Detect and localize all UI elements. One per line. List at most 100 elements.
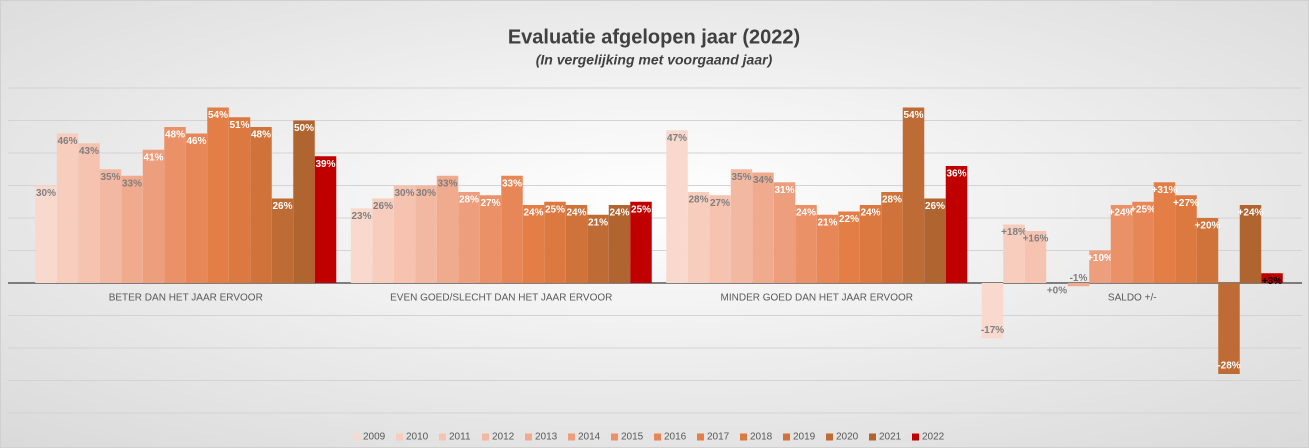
data-label: 35% bbox=[731, 172, 751, 183]
x-tick-label: SALDO +/- bbox=[1108, 293, 1157, 304]
bar bbox=[372, 198, 394, 283]
data-label: 30% bbox=[36, 188, 56, 199]
legend-label: 2019 bbox=[793, 432, 816, 443]
data-label: 33% bbox=[437, 178, 457, 189]
bar bbox=[924, 198, 946, 283]
bar bbox=[501, 175, 523, 283]
data-label: 43% bbox=[79, 146, 99, 157]
bar bbox=[816, 214, 839, 283]
bar bbox=[881, 192, 903, 283]
legend-swatch bbox=[783, 433, 790, 441]
x-tick-label: BETER DAN HET JAAR ERVOOR bbox=[109, 293, 263, 304]
bar bbox=[522, 205, 545, 283]
legend-label: 2022 bbox=[922, 432, 945, 443]
bar bbox=[293, 120, 315, 283]
data-label: +27% bbox=[1173, 198, 1199, 209]
data-label: +31% bbox=[1152, 185, 1178, 196]
bar bbox=[1218, 283, 1240, 374]
data-label: 22% bbox=[839, 214, 859, 225]
bar bbox=[35, 185, 57, 283]
legend-swatch bbox=[654, 433, 661, 441]
legend-label: 2020 bbox=[836, 432, 859, 443]
legend-swatch bbox=[826, 433, 833, 441]
data-label: 27% bbox=[480, 198, 500, 209]
data-label: 48% bbox=[251, 130, 271, 141]
bar bbox=[608, 205, 631, 283]
data-label: 30% bbox=[416, 188, 436, 199]
bar bbox=[1110, 205, 1133, 283]
data-label: 25% bbox=[545, 204, 565, 215]
data-label: 54% bbox=[208, 110, 228, 121]
bar bbox=[1067, 283, 1090, 287]
legend-label: 2017 bbox=[707, 432, 730, 443]
bar bbox=[587, 214, 609, 283]
data-label: +3% bbox=[1262, 276, 1282, 287]
data-label: 50% bbox=[294, 123, 314, 134]
legend-swatch bbox=[611, 433, 618, 441]
legend-label: 2015 bbox=[621, 432, 644, 443]
bar bbox=[99, 169, 122, 283]
data-label: 48% bbox=[165, 130, 185, 141]
data-label: 33% bbox=[502, 178, 522, 189]
bar bbox=[228, 117, 251, 283]
data-label: 26% bbox=[272, 201, 292, 212]
data-label: 36% bbox=[946, 169, 966, 180]
data-label: 24% bbox=[523, 208, 543, 219]
data-label: 35% bbox=[100, 172, 120, 183]
legend-label: 2011 bbox=[449, 432, 471, 443]
bar bbox=[121, 175, 143, 283]
data-label: 24% bbox=[860, 208, 880, 219]
bar bbox=[666, 130, 688, 283]
bar bbox=[1024, 231, 1047, 283]
bar bbox=[1261, 273, 1283, 283]
bar bbox=[544, 201, 566, 283]
data-label: +25% bbox=[1130, 204, 1156, 215]
bar bbox=[314, 156, 337, 283]
legend-swatch bbox=[912, 433, 919, 441]
bar bbox=[393, 185, 416, 283]
legend-swatch bbox=[396, 433, 403, 441]
legend-label: 2014 bbox=[578, 432, 601, 443]
data-label: 47% bbox=[667, 133, 687, 144]
legend-label: 2009 bbox=[363, 432, 386, 443]
data-label: 21% bbox=[817, 217, 837, 228]
bar bbox=[945, 166, 968, 283]
legend-swatch bbox=[482, 433, 489, 441]
data-label: 33% bbox=[122, 178, 142, 189]
bar bbox=[795, 205, 817, 283]
legend-label: 2012 bbox=[492, 432, 515, 443]
data-label: 21% bbox=[588, 217, 608, 228]
legend-label: 2013 bbox=[535, 432, 558, 443]
data-label: 26% bbox=[925, 201, 945, 212]
data-label: 39% bbox=[315, 159, 335, 170]
data-label: 26% bbox=[373, 201, 393, 212]
bar bbox=[687, 192, 710, 283]
data-label: +24% bbox=[1109, 208, 1135, 219]
bar bbox=[350, 208, 373, 283]
legend-swatch bbox=[568, 433, 575, 441]
legend-swatch bbox=[353, 433, 360, 441]
bar bbox=[773, 182, 796, 283]
bar bbox=[981, 283, 1004, 339]
bar bbox=[902, 107, 925, 283]
bar bbox=[730, 169, 753, 283]
data-label: 23% bbox=[351, 211, 371, 222]
bar bbox=[436, 175, 459, 283]
data-label: -28% bbox=[1217, 361, 1240, 372]
bar bbox=[142, 149, 165, 283]
legend-swatch bbox=[525, 433, 532, 441]
data-label: 34% bbox=[753, 175, 773, 186]
bar bbox=[207, 107, 229, 283]
legend-swatch bbox=[697, 433, 704, 441]
bar bbox=[271, 198, 294, 283]
data-label: 28% bbox=[882, 195, 902, 206]
data-label: +18% bbox=[1001, 227, 1027, 238]
bar bbox=[1196, 218, 1219, 283]
chart-title: Evaluatie afgelopen jaar (2022) bbox=[508, 26, 800, 48]
bar bbox=[1003, 224, 1025, 283]
bar bbox=[458, 192, 480, 283]
bar bbox=[1153, 182, 1176, 283]
data-label: 46% bbox=[57, 136, 77, 147]
bar bbox=[565, 205, 588, 283]
